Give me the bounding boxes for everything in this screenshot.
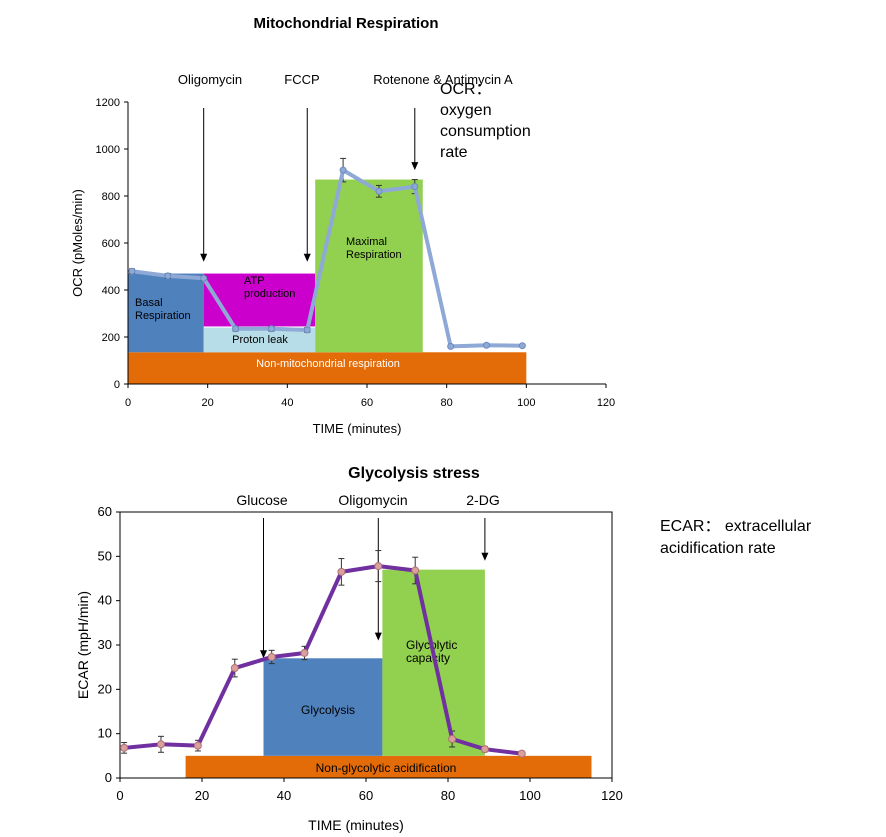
data-point — [448, 734, 457, 743]
data-point — [300, 648, 309, 657]
y-axis-label: ECAR (mpH/min) — [75, 591, 91, 699]
y-tick-label: 600 — [102, 238, 120, 250]
injection-label-oligomycin: Oligomycin — [338, 492, 407, 508]
chart-glycolysis-stress: Glycolysis stress 0 10 20 30 40 50 60 0 20 40 60 80 1… — [75, 465, 812, 833]
x-tick-label: 80 — [441, 397, 453, 409]
data-point — [267, 325, 275, 333]
injection-label-glucose: Glucose — [236, 492, 288, 508]
x-tick-label: 60 — [359, 788, 373, 803]
y-tick-label: 50 — [98, 548, 112, 563]
y-tick-label: 0 — [105, 770, 112, 785]
data-point — [128, 267, 136, 275]
x-tick-label: 0 — [116, 788, 123, 803]
data-point — [411, 566, 420, 575]
data-point — [480, 745, 489, 754]
series-line-ocr — [131, 168, 523, 349]
chart-annotation: ECAR： extracellular acidification rate — [660, 518, 812, 557]
data-point — [337, 567, 346, 576]
y-tick-label: 30 — [98, 637, 112, 652]
data-point — [193, 741, 202, 750]
data-point — [375, 187, 383, 195]
series-line-ecar — [123, 564, 523, 756]
x-tick-label: 0 — [125, 397, 131, 409]
data-point — [230, 664, 239, 673]
region-basal-respiration — [128, 273, 204, 353]
injection-arrow-head — [411, 162, 419, 171]
data-point — [232, 325, 240, 333]
region-label: Non-glycolytic acidification — [316, 761, 457, 775]
injection-label-oligomycin: Oligomycin — [178, 72, 242, 87]
x-tick-label: 40 — [281, 397, 293, 409]
region-non-glycolytic-acidification — [185, 755, 592, 778]
data-point — [483, 341, 490, 349]
x-tick-label: 60 — [361, 397, 373, 409]
y-tick-label: 10 — [98, 726, 112, 741]
chart-title: Mitochondrial Respiration — [253, 15, 438, 32]
data-point — [267, 652, 276, 661]
data-point — [374, 562, 383, 571]
y-tick-label: 60 — [98, 504, 112, 519]
x-axis-label: TIME (minutes) — [313, 421, 402, 436]
data-point — [339, 166, 347, 174]
y-tick-label: 200 — [102, 332, 120, 344]
chart-annotation: OCR： oxygen consumption rate — [440, 81, 531, 161]
x-axis-label: TIME (minutes) — [308, 817, 404, 833]
chart-mitochondrial-respiration: Mitochondrial Respiration020040060080010… — [70, 15, 615, 436]
injection-arrow-head — [260, 650, 267, 659]
region-maximal-respiration — [315, 179, 423, 353]
region-label: ATP production — [244, 275, 295, 300]
data-point — [447, 342, 455, 350]
region-non-mitochondrial-respiration — [128, 352, 527, 384]
region-label: Proton leak — [232, 334, 288, 346]
region-label: Basal Respiration — [135, 297, 191, 322]
injection-label-fccp: FCCP — [284, 72, 319, 87]
y-tick-label: 800 — [102, 191, 120, 203]
x-tick-label: 20 — [202, 397, 214, 409]
injection-label-rotenone-antimycin-a: Rotenone & Antimycin A — [373, 72, 513, 87]
data-point — [120, 743, 129, 752]
x-tick-label: 80 — [441, 788, 455, 803]
region-glycolysis — [263, 658, 383, 756]
injection-label-2-dg: 2-DG — [466, 492, 499, 508]
y-tick-label: 1000 — [96, 144, 120, 156]
data-point — [157, 740, 165, 749]
data-point — [518, 342, 526, 350]
data-point — [303, 326, 311, 334]
x-tick-label: 20 — [195, 788, 209, 803]
data-point — [164, 272, 172, 280]
x-tick-label: 100 — [519, 788, 541, 803]
y-tick-label: 0 — [114, 379, 120, 391]
injection-arrow-head — [374, 632, 382, 641]
chart-title: Glycolysis stress — [348, 465, 480, 482]
injection-arrow-head — [481, 552, 489, 561]
y-tick-label: 1200 — [96, 97, 120, 109]
data-point — [411, 183, 419, 191]
data-point — [200, 274, 208, 282]
injection-arrow-head — [200, 253, 208, 262]
x-tick-label: 120 — [597, 397, 615, 409]
y-axis-label: OCR (pMoles/min) — [70, 189, 85, 297]
injection-arrow-head — [303, 253, 311, 262]
data-point — [517, 749, 526, 758]
y-tick-label: 20 — [98, 681, 112, 696]
x-tick-label: 120 — [601, 788, 623, 803]
region-label: Glycolysis — [301, 703, 355, 717]
x-tick-label: 40 — [277, 788, 291, 803]
y-tick-label: 40 — [98, 593, 112, 608]
region-label: Non-mitochondrial respiration — [256, 358, 400, 370]
region-proton-leak — [203, 327, 316, 353]
region-label: Maximal Respiration — [346, 236, 402, 261]
y-tick-label: 400 — [102, 285, 120, 297]
region-atp-production — [203, 273, 316, 327]
x-tick-label: 100 — [517, 397, 535, 409]
